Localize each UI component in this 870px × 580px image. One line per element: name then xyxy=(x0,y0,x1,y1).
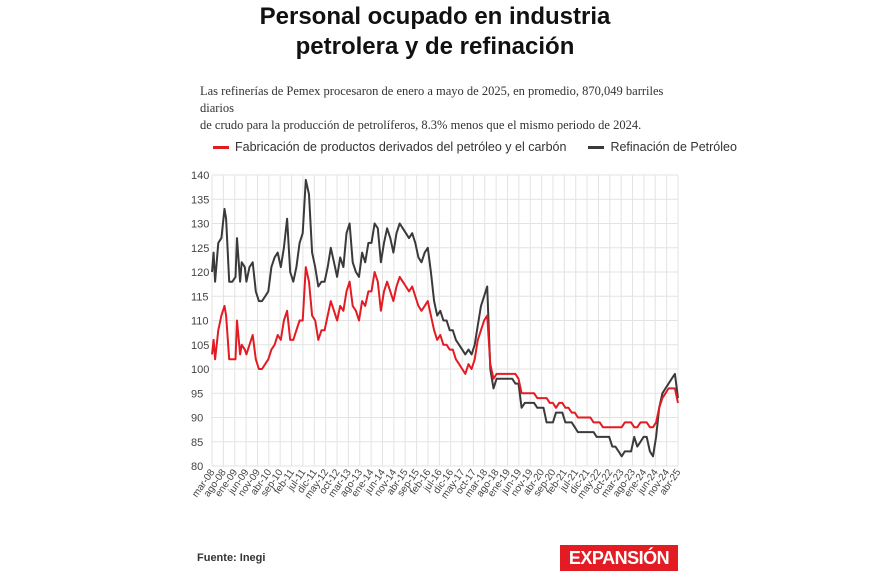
y-tick-label: 95 xyxy=(191,388,203,400)
chart-legend: Fabricación de productos derivados del p… xyxy=(213,140,759,154)
series-line-fabricacion xyxy=(211,266,679,429)
y-tick-label: 90 xyxy=(191,413,203,425)
y-tick-label: 120 xyxy=(191,267,209,279)
y-tick-label: 105 xyxy=(191,340,209,352)
y-tick-label: 130 xyxy=(191,219,209,231)
y-tick-label: 135 xyxy=(191,194,209,206)
x-axis-ticks: mar-08ago-08ene-09jun-09nov-09abr-10sep-… xyxy=(190,467,683,501)
subtitle-line-2: de crudo para la producción de petrolífe… xyxy=(200,118,642,132)
y-tick-label: 85 xyxy=(191,437,203,449)
legend-item-dark: Refinación de Petróleo xyxy=(588,140,737,154)
legend-swatch-red xyxy=(213,145,229,149)
chart-title-line-1: Personal ocupado en industria xyxy=(259,3,611,30)
y-axis-ticks: 80 85 90 95 100 105 110 115 120 125 130 135 140 xyxy=(191,170,209,473)
chart-title-line-2: petrolera y de refinación xyxy=(295,33,575,60)
y-tick-label: 115 xyxy=(191,291,209,303)
legend-swatch-dark xyxy=(588,145,605,149)
brand-logo: EXPANSIÓN xyxy=(560,545,678,571)
y-tick-label: 125 xyxy=(191,243,209,255)
legend-label-red: Fabricación de productos derivados del p… xyxy=(235,140,567,154)
y-tick-label: 100 xyxy=(191,364,209,376)
subtitle-line-1: Las refinerías de Pemex procesaron de en… xyxy=(200,84,664,115)
legend-label-dark: Refinación de Petróleo xyxy=(610,140,737,154)
legend-item-red: Fabricación de productos derivados del p… xyxy=(213,140,566,154)
source-note: Fuente: Inegi xyxy=(197,552,266,564)
y-tick-label: 140 xyxy=(191,170,209,182)
chart-subtitle: Las refinerías de Pemex procesaron de en… xyxy=(200,83,680,134)
y-tick-label: 110 xyxy=(191,316,209,328)
series-layer xyxy=(211,178,679,458)
y-tick-label: 80 xyxy=(191,461,203,473)
series-line-refinacion xyxy=(211,178,679,458)
grid-layer xyxy=(211,174,679,467)
